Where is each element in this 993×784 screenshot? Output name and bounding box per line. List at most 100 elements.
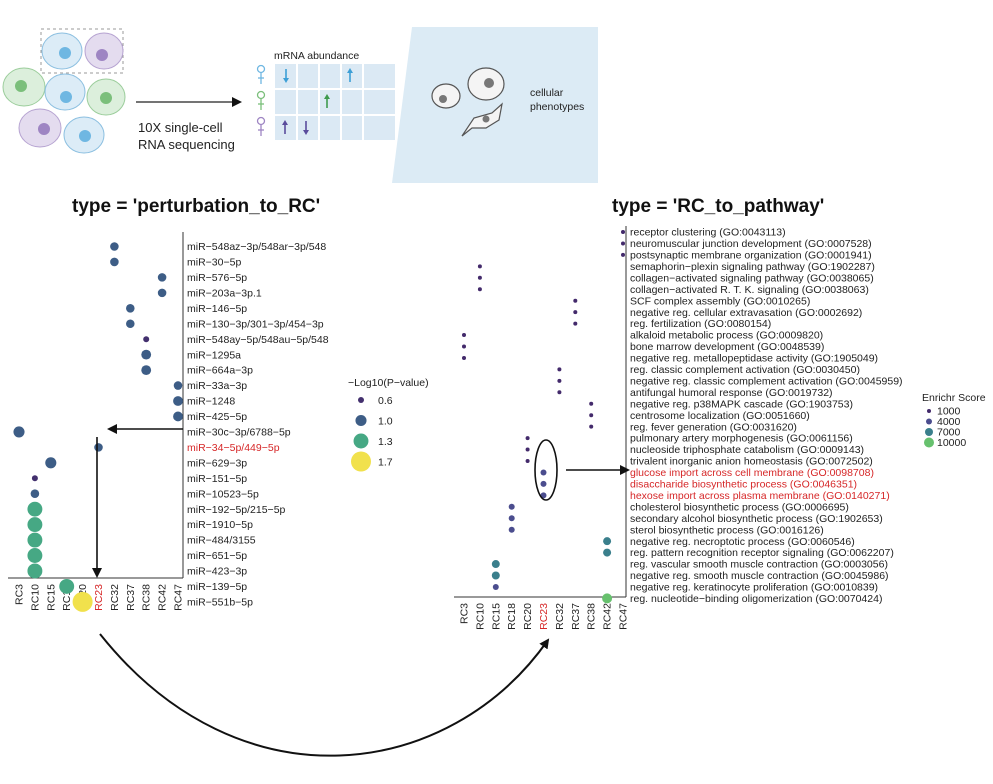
x-tick-label: RC15	[45, 584, 57, 611]
y-tick-label: miR−203a−3p.1	[187, 287, 262, 299]
y-tick-label: disaccharide biosynthetic process (GO:00…	[630, 479, 857, 491]
y-tick-label: miR−192−5p/215−5p	[187, 504, 286, 516]
y-tick-label: antifungal humoral response (GO:0019732)	[630, 387, 833, 399]
y-tick-label: alkaloid metabolic process (GO:0009820)	[630, 330, 823, 342]
barcode-icon	[256, 90, 266, 110]
data-point	[573, 321, 578, 326]
legend-swatch	[351, 451, 371, 472]
data-point	[525, 459, 530, 463]
data-point	[557, 390, 562, 395]
data-point	[525, 447, 530, 452]
barcode-icon	[256, 116, 266, 136]
data-point	[173, 381, 183, 390]
x-tick-label: RC3	[459, 603, 471, 624]
data-point	[30, 489, 40, 498]
y-tick-label: miR−1248	[187, 396, 235, 408]
y-tick-label: miR−1295a	[187, 349, 241, 361]
cell-nucleus	[38, 123, 50, 135]
y-tick-label: negative reg. cellular extravasation (GO…	[630, 307, 862, 319]
left-chart-title: type = 'perturbation_to_RC'	[72, 196, 320, 217]
y-tick-label: neuromuscular junction development (GO:0…	[630, 238, 872, 250]
cell-nucleus	[100, 92, 112, 104]
y-tick-label: negative reg. necroptotic process (GO:00…	[630, 536, 855, 548]
rc-to-pathway-chart: receptor clustering (GO:0043113)neuromus…	[454, 226, 903, 630]
x-tick-label: RC38	[586, 603, 598, 630]
y-tick-label: miR−1910−5p	[187, 519, 253, 531]
data-point	[27, 517, 43, 533]
data-point	[477, 275, 482, 280]
x-tick-label: RC37	[570, 603, 582, 630]
barcode-icon	[256, 64, 266, 84]
data-point	[462, 355, 466, 360]
perturbation-to-rc-chart: miR−548az−3p/548ar−3p/548 miR−30−5p miR−57…	[8, 232, 329, 612]
legend-swatch	[926, 418, 932, 425]
data-point	[603, 537, 612, 546]
data-point	[508, 503, 515, 510]
y-tick-label: reg. nucleotide−binding oligomerization …	[630, 593, 882, 605]
x-tick-label: RC38	[141, 584, 153, 611]
y-tick-label: semaphorin−plexin signaling pathway (GO:…	[630, 261, 875, 273]
data-point	[462, 344, 466, 349]
data-point	[59, 578, 75, 594]
legend-swatch	[927, 409, 931, 413]
y-tick-label: cholesterol biosynthetic process (GO:000…	[630, 501, 849, 513]
y-tick-label: miR−130−3p/301−3p/454−3p	[187, 318, 324, 330]
grid-row	[275, 116, 395, 140]
data-point	[525, 436, 530, 441]
x-tick-label: RC18	[506, 603, 518, 630]
data-point	[173, 411, 183, 422]
data-point	[27, 563, 43, 579]
x-tick-label: RC15	[490, 603, 502, 630]
y-tick-label: miR−629−3p	[187, 457, 247, 469]
x-tick-label: RC42	[602, 603, 614, 630]
cell-outline	[431, 83, 461, 109]
seq-label-1: 10X single-cell	[138, 120, 223, 135]
y-tick-label: miR−551b−5p	[187, 596, 253, 608]
y-tick-label: negative reg. classic complement activat…	[630, 375, 903, 387]
data-point	[27, 532, 43, 548]
cell-nucleus	[59, 47, 71, 59]
x-tick-label: RC10	[29, 584, 41, 611]
data-point	[508, 515, 515, 522]
y-tick-label: collagen−activated R. T. K. signaling (G…	[630, 284, 869, 296]
data-point	[110, 242, 119, 251]
data-point	[621, 241, 625, 246]
y-tick-label: glucose import across cell membrane (GO:…	[630, 467, 874, 479]
legend-label: 1000	[937, 406, 961, 418]
x-tick-label: RC32	[554, 603, 566, 630]
data-point	[477, 264, 482, 269]
data-point	[603, 548, 612, 557]
data-point	[492, 583, 499, 590]
y-tick-label: miR−651−5p	[187, 550, 247, 562]
x-tick-label: RC42	[157, 584, 169, 611]
y-tick-label: receptor clustering (GO:0043113)	[630, 227, 786, 239]
y-tick-label: reg. classic complement activation (GO:0…	[630, 364, 860, 376]
y-tick-label: nucleoside triphosphate catabolism (GO:0…	[630, 444, 864, 456]
y-tick-label: centrosome localization (GO:0051660)	[630, 410, 810, 422]
y-tick-label: reg. vascular smooth muscle contraction …	[630, 559, 888, 571]
schematic: 10X single-cell RNA sequencing mRNA abun…	[2, 27, 598, 183]
legend-title: −Log10(P−value)	[348, 377, 429, 389]
data-point	[143, 336, 150, 343]
data-point	[94, 443, 103, 452]
data-point	[621, 252, 625, 257]
data-point	[589, 401, 594, 406]
x-tick-label: RC10	[474, 603, 486, 630]
cell-nucleus	[96, 49, 108, 61]
legend-label: 0.6	[378, 395, 393, 407]
cell-nucleus	[60, 91, 72, 103]
x-tick-label: RC20	[522, 603, 534, 630]
y-tick-label: negative reg. p38MAPK cascade (GO:190375…	[630, 398, 853, 410]
y-tick-label: negative reg. keratinocyte proliferation…	[630, 582, 878, 594]
right-chart-title: type = 'RC_to_pathway'	[612, 196, 824, 217]
y-tick-label: postsynaptic membrane organization (GO:0…	[630, 250, 872, 262]
y-tick-label: secondary alcohol biosynthetic process (…	[630, 513, 883, 525]
y-tick-label: miR−548az−3p/548ar−3p/548	[187, 241, 326, 253]
cell-nucleus	[482, 115, 490, 123]
data-point	[157, 273, 167, 282]
cell-outline	[461, 102, 503, 137]
data-point	[141, 365, 152, 376]
y-tick-label: miR−484/3155	[187, 535, 256, 547]
